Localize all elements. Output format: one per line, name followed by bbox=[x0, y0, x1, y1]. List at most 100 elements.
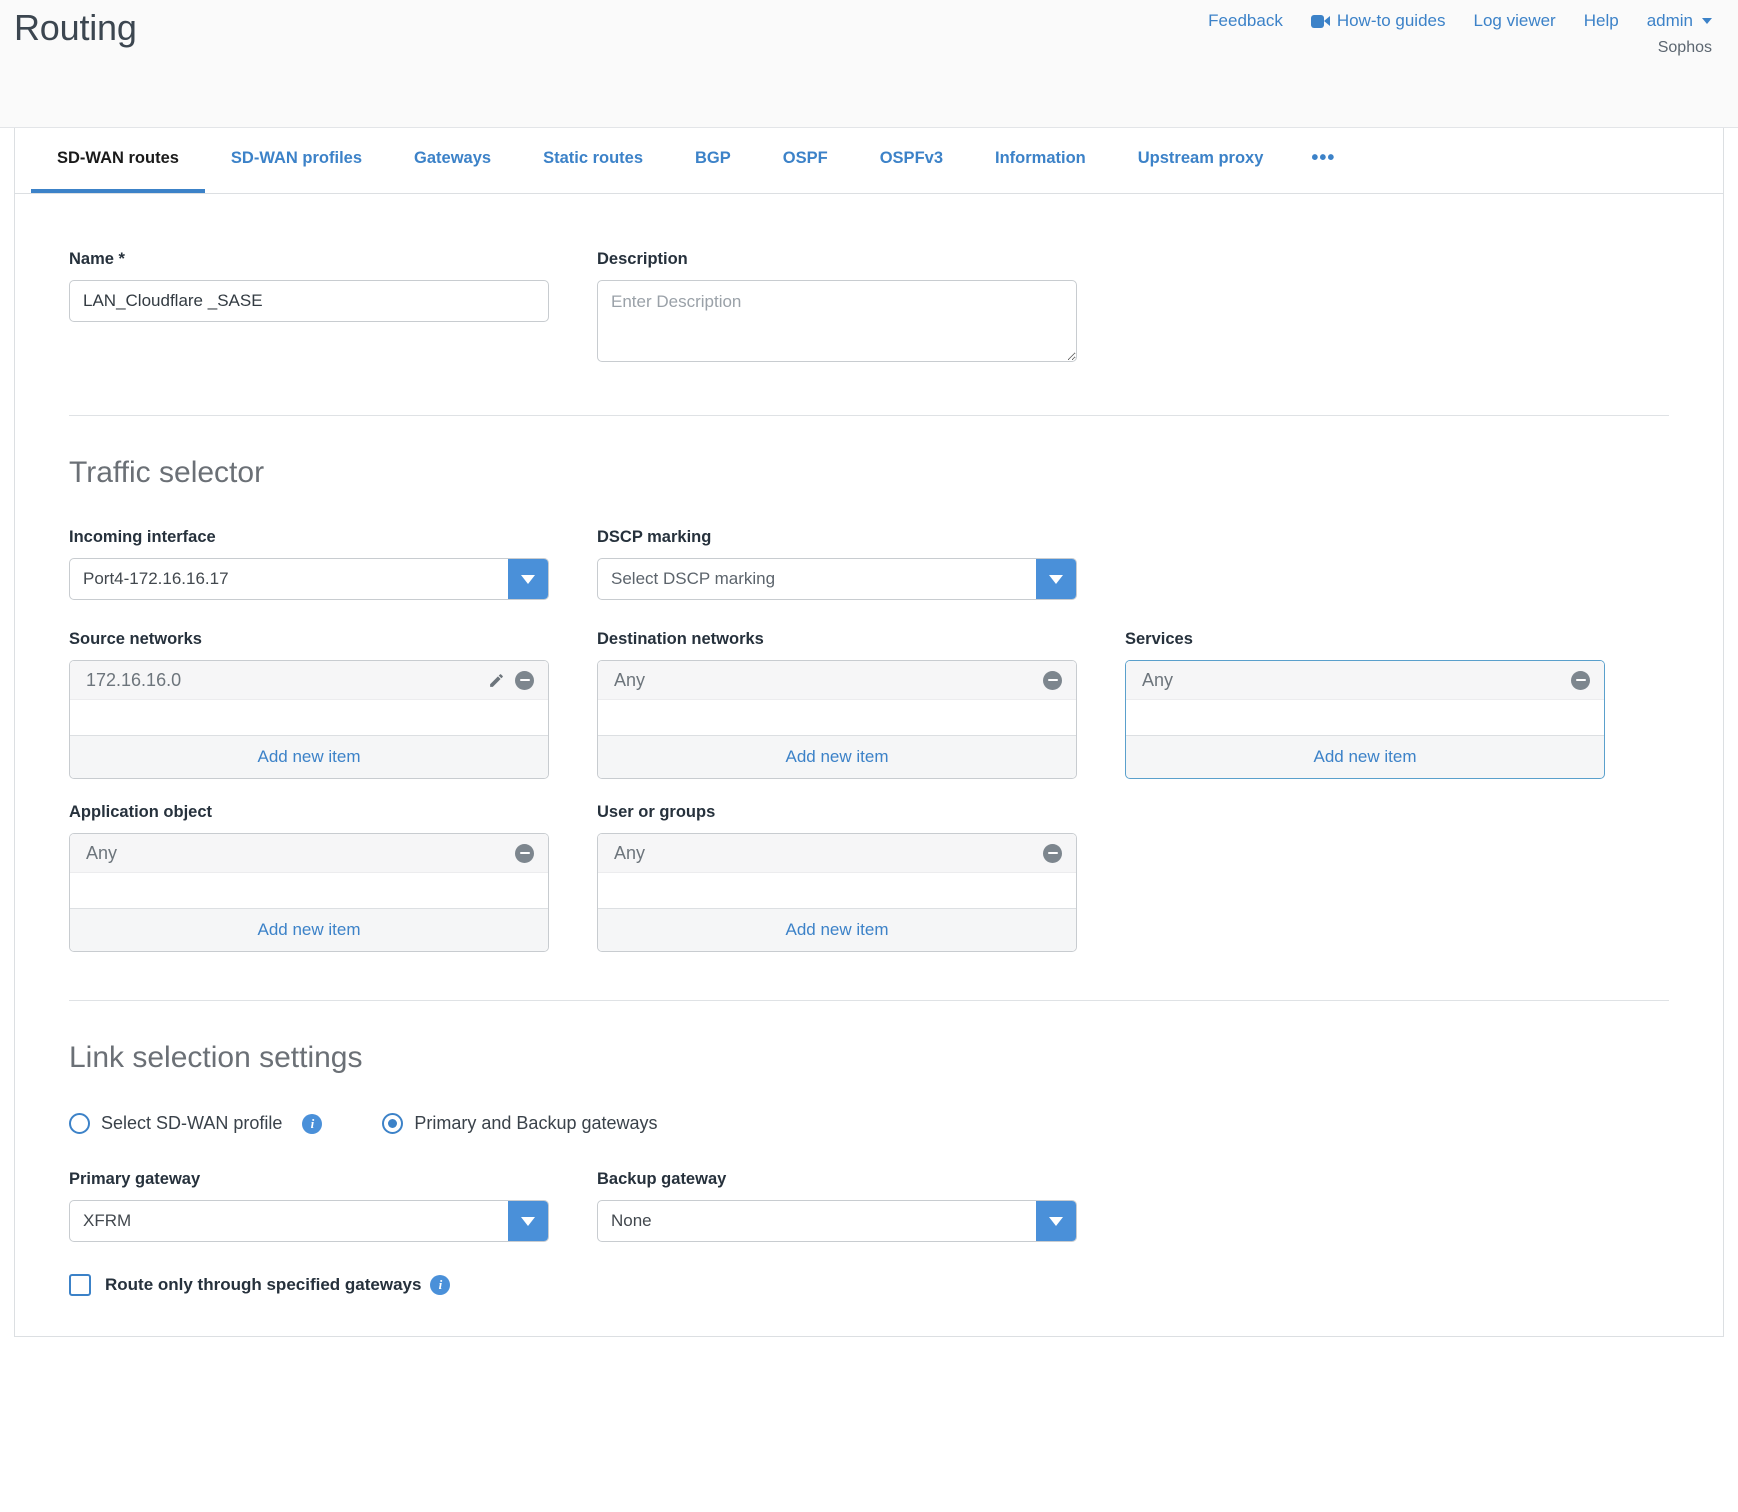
route-only-row: Route only through specified gateways i bbox=[69, 1274, 1669, 1296]
source-networks-add-new-item[interactable]: Add new item bbox=[70, 735, 548, 778]
list-item[interactable]: Any bbox=[70, 834, 548, 873]
header-nav: Feedback How-to guides Log viewer Help a… bbox=[1208, 11, 1712, 31]
list-item[interactable]: 172.16.16.0 bbox=[70, 661, 548, 700]
radio-primary-backup-gateways[interactable]: Primary and Backup gateways bbox=[382, 1113, 658, 1134]
radio-circle-selected-icon bbox=[382, 1113, 404, 1134]
incoming-interface-dropdown-button[interactable] bbox=[508, 559, 548, 599]
remove-item-icon[interactable] bbox=[515, 670, 534, 690]
nav-log-viewer-label: Log viewer bbox=[1473, 11, 1556, 30]
tab-sd-wan-profiles[interactable]: SD-WAN profiles bbox=[230, 149, 363, 167]
traffic-selector-heading: Traffic selector bbox=[69, 456, 265, 489]
nav-admin-label: admin bbox=[1646, 11, 1693, 30]
tab-overflow-menu[interactable]: ••• bbox=[1311, 147, 1336, 169]
user-or-groups-group: User or groups Any Add new item bbox=[597, 803, 1077, 952]
route-only-checkbox[interactable] bbox=[69, 1274, 91, 1296]
tab-information[interactable]: Information bbox=[995, 149, 1086, 167]
source-networks-listbox: 172.16.16.0 Add new item bbox=[69, 660, 549, 779]
backup-gateway-dropdown-button[interactable] bbox=[1036, 1201, 1076, 1241]
networks-services-row: Source networks 172.16.16.0 bbox=[69, 630, 1669, 779]
list-item-actions bbox=[1043, 670, 1062, 690]
name-description-row: Name * Description bbox=[69, 250, 1669, 367]
description-textarea[interactable] bbox=[597, 280, 1077, 362]
tab-ospfv3[interactable]: OSPFv3 bbox=[879, 149, 943, 167]
source-networks-label: Source networks bbox=[69, 630, 202, 648]
radio-select-sd-wan-profile[interactable]: Select SD-WAN profile i bbox=[69, 1113, 323, 1134]
nav-how-to-guides-label: How-to guides bbox=[1336, 11, 1446, 30]
link-selection-heading: Link selection settings bbox=[69, 1041, 363, 1074]
services-group: Services Any Add new item bbox=[1125, 630, 1605, 779]
primary-gateway-value: XFRM bbox=[83, 1211, 132, 1230]
name-input[interactable] bbox=[69, 280, 549, 322]
tab-bar: SD-WAN routes SD-WAN profiles Gateways S… bbox=[14, 128, 1724, 194]
dscp-marking-select[interactable]: Select DSCP marking bbox=[597, 558, 1077, 600]
nav-feedback-link[interactable]: Feedback bbox=[1208, 11, 1283, 31]
list-item[interactable]: Any bbox=[1126, 661, 1604, 700]
primary-gateway-group: Primary gateway XFRM bbox=[69, 1170, 549, 1242]
tab-sd-wan-routes[interactable]: SD-WAN routes bbox=[31, 128, 205, 193]
primary-gateway-label: Primary gateway bbox=[69, 1170, 201, 1188]
source-networks-items: 172.16.16.0 bbox=[70, 661, 548, 735]
remove-item-icon[interactable] bbox=[515, 843, 534, 863]
list-item-label: Any bbox=[1142, 669, 1174, 690]
name-field-group: Name * bbox=[69, 250, 549, 367]
application-object-label: Application object bbox=[69, 803, 213, 821]
divider-traffic-selector bbox=[69, 415, 1669, 416]
destination-networks-add-new-item[interactable]: Add new item bbox=[598, 735, 1076, 778]
tab-static-routes[interactable]: Static routes bbox=[543, 149, 644, 167]
application-object-add-new-item[interactable]: Add new item bbox=[70, 908, 548, 951]
info-icon[interactable]: i bbox=[302, 1113, 323, 1134]
divider-link-selection bbox=[69, 1000, 1669, 1001]
nav-log-viewer-link[interactable]: Log viewer bbox=[1474, 11, 1556, 31]
primary-gateway-dropdown-button[interactable] bbox=[508, 1201, 548, 1241]
backup-gateway-label: Backup gateway bbox=[597, 1170, 727, 1188]
services-add-new-item[interactable]: Add new item bbox=[1126, 735, 1604, 778]
list-item-actions bbox=[488, 670, 534, 690]
remove-item-icon[interactable] bbox=[1043, 670, 1062, 690]
list-item[interactable]: Any bbox=[598, 834, 1076, 873]
list-item-label: Any bbox=[614, 669, 646, 690]
dscp-marking-dropdown-button[interactable] bbox=[1036, 559, 1076, 599]
services-listbox: Any Add new item bbox=[1125, 660, 1605, 779]
link-selection-radio-group: Select SD-WAN profile i Primary and Back… bbox=[69, 1113, 1669, 1134]
description-label: Description bbox=[597, 250, 688, 268]
info-icon[interactable]: i bbox=[430, 1275, 451, 1295]
tab-upstream-proxy[interactable]: Upstream proxy bbox=[1137, 149, 1264, 167]
tab-bgp[interactable]: BGP bbox=[695, 149, 731, 167]
nav-help-link[interactable]: Help bbox=[1584, 11, 1619, 31]
remove-item-icon[interactable] bbox=[1571, 670, 1590, 690]
spacer bbox=[1125, 1170, 1605, 1242]
dscp-marking-label: DSCP marking bbox=[597, 528, 712, 546]
app-header: Routing Feedback How-to guides Log viewe… bbox=[0, 0, 1738, 128]
chevron-down-icon bbox=[521, 574, 535, 584]
dscp-marking-value: Select DSCP marking bbox=[611, 569, 776, 588]
application-object-listbox: Any Add new item bbox=[69, 833, 549, 952]
list-item[interactable]: Any bbox=[598, 661, 1076, 700]
tab-ospf[interactable]: OSPF bbox=[782, 149, 828, 167]
destination-networks-listbox: Any Add new item bbox=[597, 660, 1077, 779]
route-only-label: Route only through specified gateways bbox=[105, 1275, 422, 1294]
application-user-row: Application object Any Add new item User… bbox=[69, 803, 1669, 952]
chevron-down-icon bbox=[1049, 1216, 1063, 1226]
remove-item-icon[interactable] bbox=[1043, 843, 1062, 863]
description-field-group: Description bbox=[597, 250, 1077, 367]
services-label: Services bbox=[1125, 630, 1193, 648]
edit-pencil-icon[interactable] bbox=[488, 672, 505, 689]
chevron-down-icon bbox=[521, 1216, 535, 1226]
tab-gateways[interactable]: Gateways bbox=[414, 149, 492, 167]
user-or-groups-label: User or groups bbox=[597, 803, 716, 821]
name-label: Name * bbox=[69, 250, 125, 268]
application-object-items: Any bbox=[70, 834, 548, 908]
gateways-row: Primary gateway XFRM Backup gateway None bbox=[69, 1170, 1669, 1242]
incoming-interface-select[interactable]: Port4-172.16.16.17 bbox=[69, 558, 549, 600]
backup-gateway-group: Backup gateway None bbox=[597, 1170, 1077, 1242]
nav-admin-menu[interactable]: admin bbox=[1647, 11, 1712, 31]
nav-how-to-guides-link[interactable]: How-to guides bbox=[1310, 11, 1446, 31]
backup-gateway-select[interactable]: None bbox=[597, 1200, 1077, 1242]
user-or-groups-items: Any bbox=[598, 834, 1076, 908]
user-or-groups-listbox: Any Add new item bbox=[597, 833, 1077, 952]
chevron-down-icon bbox=[1702, 18, 1712, 24]
services-items: Any bbox=[1126, 661, 1604, 735]
list-item-actions bbox=[1571, 670, 1590, 690]
user-or-groups-add-new-item[interactable]: Add new item bbox=[598, 908, 1076, 951]
primary-gateway-select[interactable]: XFRM bbox=[69, 1200, 549, 1242]
